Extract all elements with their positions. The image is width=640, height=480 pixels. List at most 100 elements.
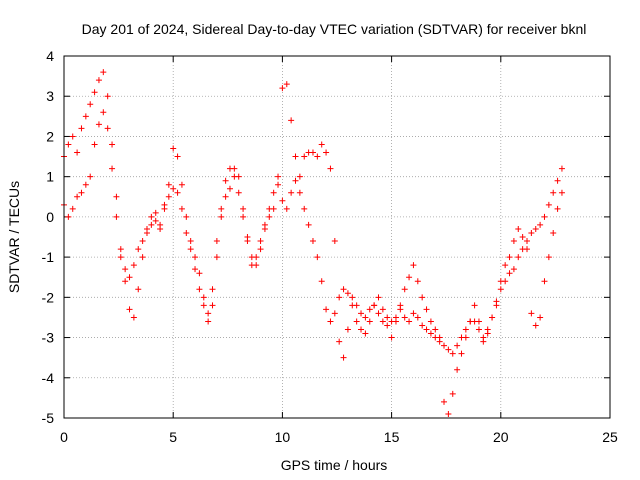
data-point (95, 77, 102, 84)
data-point (65, 141, 72, 148)
data-point (524, 246, 531, 253)
data-point (497, 286, 504, 293)
data-point (301, 153, 308, 160)
x-axis-title: GPS time / hours (281, 457, 388, 473)
data-point (458, 350, 465, 357)
data-point (192, 266, 199, 273)
data-point (336, 338, 343, 345)
x-tick-label: 5 (169, 429, 177, 445)
grid (64, 56, 610, 418)
data-point (305, 221, 312, 228)
x-tick-label: 10 (275, 429, 291, 445)
data-point (550, 229, 557, 236)
data-point (515, 225, 522, 232)
data-point (349, 294, 356, 301)
data-point (327, 318, 334, 325)
data-point (113, 193, 120, 200)
data-point (292, 177, 299, 184)
data-point (69, 133, 76, 140)
data-point (174, 153, 181, 160)
data-point (152, 209, 159, 216)
data-point (541, 278, 548, 285)
data-point (515, 254, 522, 261)
data-point (480, 338, 487, 345)
data-point (554, 177, 561, 184)
data-point (183, 229, 190, 236)
data-point (449, 350, 456, 357)
data-point (550, 189, 557, 196)
data-point (109, 165, 116, 172)
x-tick-label: 15 (384, 429, 400, 445)
data-point (462, 334, 469, 341)
data-point (454, 366, 461, 373)
data-point (288, 189, 295, 196)
data-point (344, 326, 351, 333)
data-point (139, 254, 146, 261)
data-point (410, 310, 417, 317)
x-tick-label: 20 (493, 429, 509, 445)
data-point (362, 314, 369, 321)
data-point (432, 326, 439, 333)
data-point (327, 165, 334, 172)
data-point (537, 314, 544, 321)
data-point (318, 278, 325, 285)
series-track-a (61, 69, 565, 357)
data-point (279, 197, 286, 204)
y-tick-label: 4 (46, 48, 54, 64)
data-point (65, 213, 72, 220)
data-point (279, 85, 286, 92)
data-point (506, 270, 513, 277)
data-point (178, 205, 185, 212)
data-point (379, 318, 386, 325)
data-point (419, 322, 426, 329)
data-point (419, 294, 426, 301)
data-point (117, 254, 124, 261)
data-point (174, 189, 181, 196)
data-point (139, 238, 146, 245)
data-point (484, 330, 491, 337)
y-tick-label: -4 (42, 370, 55, 386)
data-point (69, 205, 76, 212)
data-marks (61, 69, 565, 417)
data-point (436, 334, 443, 341)
data-point (157, 225, 164, 232)
data-point (95, 121, 102, 128)
data-point (148, 213, 155, 220)
data-point (532, 322, 539, 329)
data-point (209, 302, 216, 309)
data-point (200, 302, 207, 309)
data-point (170, 185, 177, 192)
data-point (113, 213, 120, 220)
data-point (340, 286, 347, 293)
data-point (331, 310, 338, 317)
data-point (266, 205, 273, 212)
data-point (454, 342, 461, 349)
data-point (545, 254, 552, 261)
data-point (165, 181, 172, 188)
data-point (109, 141, 116, 148)
data-point (475, 326, 482, 333)
data-point (296, 173, 303, 180)
y-tick-label: -1 (42, 249, 55, 265)
data-point (222, 177, 229, 184)
data-point (213, 254, 220, 261)
data-point (510, 238, 517, 245)
data-point (161, 205, 168, 212)
data-point (336, 294, 343, 301)
data-point (257, 238, 264, 245)
data-point (257, 246, 264, 253)
data-point (414, 278, 421, 285)
data-point (524, 238, 531, 245)
data-point (397, 302, 404, 309)
data-point (143, 225, 150, 232)
data-point (130, 262, 137, 269)
data-point (441, 342, 448, 349)
data-point (187, 238, 194, 245)
data-point (135, 286, 142, 293)
data-point (314, 153, 321, 160)
data-point (401, 314, 408, 321)
data-point (213, 238, 220, 245)
data-point (240, 213, 247, 220)
data-point (209, 286, 216, 293)
